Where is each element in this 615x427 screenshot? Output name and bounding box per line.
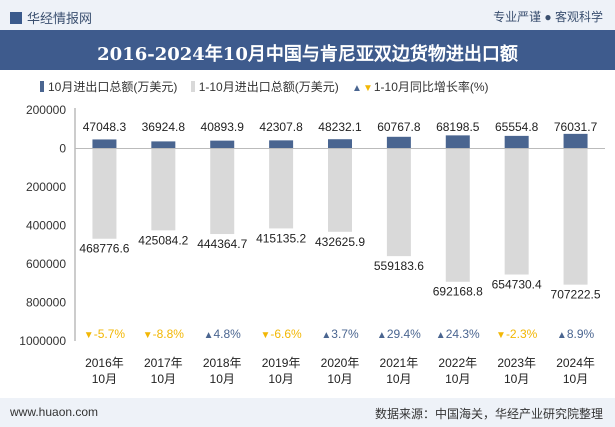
- legend-item-growth: ▲▼1-10月同比增长率(%): [352, 78, 489, 95]
- footer-url: www.huaon.com: [10, 405, 99, 419]
- footer-bar: www.huaon.com 数据来源：中国海关，华经产业研究院整理: [0, 398, 615, 427]
- x-tick-label-year: 2017年: [144, 356, 183, 370]
- cumulative-bar: [386, 148, 411, 257]
- cumulative-value-label: 468776.6: [79, 242, 129, 256]
- x-tick-label-month: 10月: [151, 372, 176, 386]
- cumulative-bar: [504, 148, 529, 275]
- x-tick-label-month: 10月: [92, 372, 117, 386]
- cumulative-value-label: 692168.8: [433, 285, 483, 299]
- tagline: 专业严谨 ● 客观科学: [493, 10, 603, 24]
- cumulative-bar: [151, 148, 176, 231]
- monthly-bar: [328, 139, 352, 149]
- cumulative-value-label: 444364.7: [197, 237, 247, 251]
- x-tick-label-month: 10月: [504, 372, 529, 386]
- monthly-bar: [563, 133, 588, 149]
- x-tick-label-month: 10月: [563, 372, 588, 386]
- legend-item-monthly: 10月进出口总额(万美元): [40, 78, 177, 95]
- growth-rate-label: ▼-2.3%: [496, 327, 538, 341]
- x-tick-label-month: 10月: [268, 372, 293, 386]
- monthly-bar: [504, 135, 529, 149]
- x-tick-label-year: 2019年: [262, 356, 301, 370]
- growth-rate-label: ▲24.3%: [436, 327, 480, 341]
- footer-source: 数据来源：中国海关，华经产业研究院整理: [374, 407, 603, 421]
- top-bar: 华经情报网 专业严谨 ● 客观科学: [0, 0, 615, 30]
- monthly-bar: [210, 140, 235, 149]
- y-tick-label: 600000: [26, 257, 66, 271]
- cumulative-value-label: 654730.4: [492, 278, 542, 292]
- y-tick-label: 800000: [26, 296, 66, 310]
- monthly-value-label: 60767.8: [377, 120, 421, 134]
- cumulative-bar: [328, 148, 352, 232]
- monthly-value-label: 65554.8: [495, 120, 539, 134]
- cumulative-bar: [445, 148, 470, 282]
- monthly-bar: [151, 141, 176, 149]
- legend-swatch-monthly: [40, 81, 44, 92]
- x-tick-label-year: 2020年: [321, 356, 360, 370]
- cumulative-value-label: 707222.5: [551, 288, 601, 302]
- monthly-bar: [269, 140, 294, 149]
- monthly-bar: [92, 139, 117, 149]
- cumulative-bar: [563, 148, 588, 285]
- title-bar: 2016-2024年10月中国与肯尼亚双边货物进出口额: [0, 30, 615, 70]
- brand-logo-icon: [10, 12, 22, 24]
- chart-title: 2016-2024年10月中国与肯尼亚双边货物进出口额: [97, 44, 518, 65]
- cumulative-bar: [92, 148, 117, 239]
- growth-rate-label: ▲29.4%: [377, 327, 421, 341]
- monthly-value-label: 76031.7: [554, 120, 598, 134]
- legend-item-cumulative: 1-10月进出口总额(万美元): [190, 78, 339, 95]
- cumulative-bar: [269, 148, 294, 229]
- legend-swatch-cumulative: [190, 81, 195, 92]
- x-tick-label-year: 2024年: [556, 356, 595, 370]
- y-tick-label: 0: [59, 142, 66, 156]
- x-tick-label-year: 2023年: [497, 356, 536, 370]
- monthly-value-label: 36924.8: [142, 120, 186, 134]
- y-tick-label: 200000: [26, 103, 66, 117]
- cumulative-bar: [210, 148, 235, 235]
- x-tick-label-year: 2016年: [85, 356, 124, 370]
- brand-name: 华经情报网: [27, 11, 93, 26]
- monthly-value-label: 42307.8: [259, 120, 303, 134]
- cumulative-value-label: 432625.9: [315, 235, 365, 249]
- x-tick-label-month: 10月: [386, 372, 411, 386]
- monthly-bar: [445, 135, 470, 149]
- legend-down-triangle-icon: ▼: [362, 83, 373, 94]
- x-tick-label-month: 10月: [445, 372, 470, 386]
- x-tick-label-year: 2018年: [203, 356, 242, 370]
- growth-rate-label: ▼-6.6%: [260, 327, 302, 341]
- brand: 华经情报网: [10, 8, 92, 27]
- legend-label-monthly: 10月进出口总额(万美元): [48, 80, 178, 94]
- monthly-value-label: 48232.1: [318, 120, 362, 134]
- growth-rate-label: ▼-5.7%: [84, 327, 126, 341]
- cumulative-value-label: 559183.6: [374, 259, 424, 273]
- monthly-value-label: 40893.9: [201, 120, 245, 134]
- x-tick-label-year: 2022年: [438, 356, 477, 370]
- x-tick-label-month: 10月: [327, 372, 352, 386]
- legend-label-growth: 1-10月同比增长率(%): [373, 80, 489, 94]
- monthly-value-label: 68198.5: [436, 120, 480, 134]
- y-tick-label: 200000: [26, 180, 66, 194]
- cumulative-value-label: 425084.2: [138, 233, 188, 247]
- monthly-bar: [386, 136, 411, 149]
- monthly-value-label: 47048.3: [83, 120, 127, 134]
- growth-rate-label: ▲3.7%: [321, 327, 359, 341]
- cumulative-value-label: 415135.2: [256, 231, 306, 245]
- legend-up-triangle-icon: ▲: [352, 83, 362, 94]
- x-tick-label-year: 2021年: [380, 356, 419, 370]
- chart-legend: 10月进出口总额(万美元) 1-10月进出口总额(万美元) ▲▼1-10月同比增…: [40, 78, 499, 95]
- y-tick-label: 400000: [26, 219, 66, 233]
- x-tick-label-month: 10月: [210, 372, 235, 386]
- growth-rate-label: ▲8.9%: [557, 327, 595, 341]
- growth-rate-label: ▼-8.8%: [143, 327, 185, 341]
- y-tick-label: 1000000: [19, 334, 66, 348]
- growth-rate-label: ▲4.8%: [204, 327, 242, 341]
- legend-label-cumulative: 1-10月进出口总额(万美元): [198, 80, 339, 94]
